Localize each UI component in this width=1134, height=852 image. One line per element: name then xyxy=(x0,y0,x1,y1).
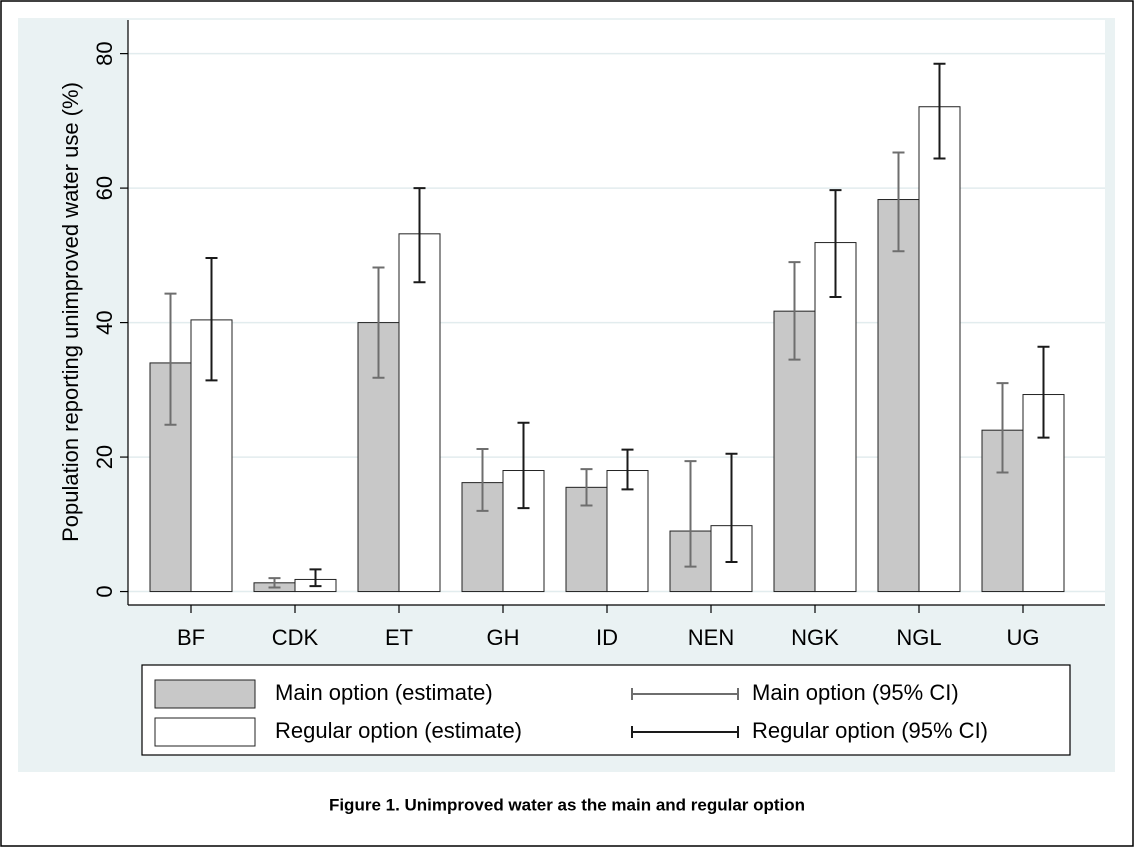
x-tick-label: NGK xyxy=(791,625,839,650)
x-tick-label: NEN xyxy=(688,625,734,650)
error-bar xyxy=(517,421,530,510)
legend-label: Main option (95% CI) xyxy=(752,680,959,705)
x-tick-label: CDK xyxy=(272,625,319,650)
error-bar xyxy=(725,452,738,563)
error-bar xyxy=(580,468,593,507)
bar xyxy=(814,242,857,593)
x-tick-label: UG xyxy=(1007,625,1040,650)
x-tick-label: ID xyxy=(596,625,618,650)
error-bar xyxy=(413,187,426,284)
legend-box xyxy=(141,664,1071,756)
y-tick-label: 40 xyxy=(92,310,117,334)
x-tick-label: GH xyxy=(487,625,520,650)
bar xyxy=(918,106,961,593)
error-bar xyxy=(829,189,842,299)
y-tick-label: 20 xyxy=(92,445,117,469)
caption: Figure 1. Unimproved water as the main a… xyxy=(329,795,805,814)
legend-swatch xyxy=(154,717,256,747)
x-tick-label: NGL xyxy=(896,625,941,650)
y-tick-label: 80 xyxy=(92,41,117,65)
error-bar xyxy=(621,448,634,491)
error-bar xyxy=(372,266,385,379)
error-bar xyxy=(933,62,946,160)
error-bar xyxy=(205,257,218,382)
bar xyxy=(398,233,441,593)
legend-label: Main option (estimate) xyxy=(275,680,493,705)
error-bar xyxy=(476,448,489,512)
error-bar xyxy=(268,577,281,589)
legend-label: Regular option (95% CI) xyxy=(752,718,988,743)
x-tick-label: BF xyxy=(177,625,205,650)
error-bar xyxy=(996,382,1009,474)
error-bar xyxy=(1037,345,1050,439)
y-axis-title: Population reporting unimproved water us… xyxy=(58,82,83,542)
legend-label: Regular option (estimate) xyxy=(275,718,522,743)
bar xyxy=(877,199,920,593)
bar xyxy=(606,470,649,593)
x-tick-label: ET xyxy=(385,625,413,650)
error-bar xyxy=(309,568,322,588)
legend-swatch xyxy=(154,679,256,709)
y-tick-label: 0 xyxy=(92,585,117,597)
error-bar xyxy=(684,460,697,568)
error-bar xyxy=(788,261,801,361)
error-bar xyxy=(892,151,905,253)
error-bar xyxy=(164,292,177,426)
legend-ci-line xyxy=(631,688,739,700)
legend-ci-line xyxy=(631,726,739,738)
y-tick-label: 60 xyxy=(92,176,117,200)
